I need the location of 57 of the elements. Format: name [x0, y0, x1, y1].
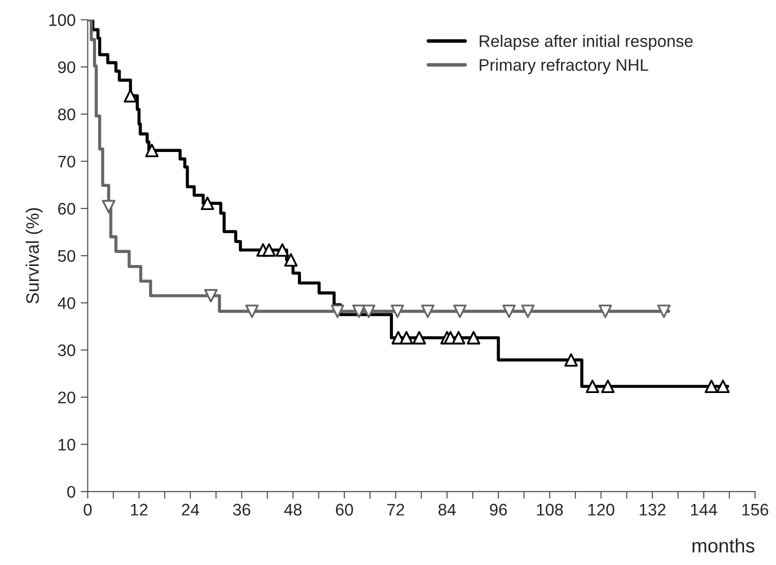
- y-tick-label: 40: [58, 297, 76, 310]
- point: [200, 196, 214, 210]
- x-axis-title: months: [692, 538, 754, 553]
- point: [452, 331, 466, 344]
- point: [598, 304, 612, 318]
- point: [521, 304, 535, 318]
- x-tick-label: 12: [131, 504, 148, 516]
- point: [390, 304, 404, 318]
- point: [145, 144, 159, 158]
- point: [204, 289, 218, 302]
- y-tick-label: 10: [58, 438, 76, 451]
- x-tick-label: 120: [588, 504, 614, 516]
- y-tick-label: 60: [58, 202, 76, 215]
- x-tick-label: 96: [490, 504, 507, 516]
- legend-label: Relapse after initial response: [480, 34, 693, 50]
- x-tick-label: 108: [537, 504, 563, 516]
- y-tick-label: 50: [58, 250, 76, 262]
- point: [284, 253, 298, 267]
- y-tick-label: 100: [49, 14, 76, 26]
- point: [352, 304, 366, 318]
- point: [564, 353, 578, 367]
- point: [245, 304, 259, 318]
- point: [400, 331, 414, 344]
- point: [362, 304, 376, 318]
- point: [124, 89, 138, 102]
- legend-label: Primary refractory NHL: [480, 58, 648, 74]
- y-tick-label: 20: [58, 392, 76, 404]
- point: [421, 304, 434, 318]
- point: [704, 380, 718, 394]
- x-tick-label: 156: [742, 504, 768, 516]
- x-tick-label: 48: [284, 504, 302, 516]
- y-tick-label: 90: [58, 61, 76, 74]
- point: [262, 243, 276, 257]
- y-axis-title: Survival (%): [26, 208, 43, 304]
- x-tick-label: 60: [336, 504, 353, 516]
- x-tick-label: 0: [84, 504, 92, 516]
- point: [412, 331, 426, 344]
- x-tick-label: 84: [438, 504, 456, 516]
- y-tick-label: 30: [58, 344, 76, 356]
- x-tick-label: 144: [691, 504, 718, 516]
- point: [453, 304, 467, 318]
- x-tick-label: 36: [233, 504, 250, 516]
- y-tick-label: 70: [58, 156, 76, 168]
- point: [601, 380, 615, 394]
- y-tick-label: 0: [67, 486, 76, 498]
- x-tick-label: 132: [640, 504, 666, 516]
- x-tick-label: 72: [387, 504, 404, 516]
- point: [466, 331, 480, 344]
- y-tick-label: 80: [58, 108, 76, 120]
- point: [657, 304, 671, 318]
- point: [102, 200, 116, 214]
- point: [502, 304, 516, 318]
- point: [586, 380, 600, 394]
- point: [276, 243, 290, 257]
- point: [716, 380, 730, 394]
- x-tick-label: 24: [182, 504, 200, 516]
- point: [330, 304, 344, 318]
